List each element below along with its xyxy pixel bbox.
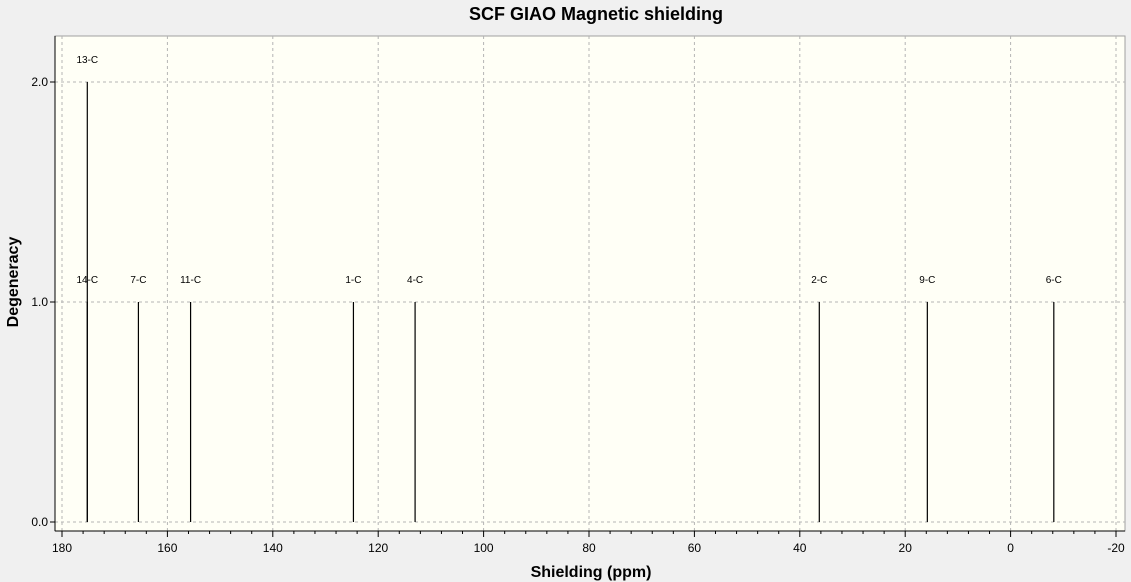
plot-area [54, 35, 1126, 532]
axes: 180 160 140 120 100 80 60 40 20 0 -20 0.0 1.0 2.0 [31, 36, 1125, 555]
peak-label: 2-C [811, 275, 827, 286]
peak-label: 6-C [1046, 275, 1062, 286]
peak-label: 1-C [345, 275, 361, 286]
y-tick-label: 0.0 [31, 515, 48, 529]
y-tick-label: 1.0 [31, 295, 48, 309]
x-tick-label: 80 [582, 541, 596, 555]
x-tick-label: 140 [263, 541, 283, 555]
x-tick-label: 20 [899, 541, 913, 555]
x-tick-label: 0 [1007, 541, 1014, 555]
x-axis-label: Shielding (ppm) [531, 564, 652, 581]
peak-label: 13-C [76, 55, 98, 66]
x-tick-label: 60 [688, 541, 702, 555]
peak-label: 4-C [407, 275, 423, 286]
y-tick-label: 2.0 [31, 75, 48, 89]
grid-lines [55, 36, 1125, 531]
peak-label: 7-C [130, 275, 146, 286]
peak-label: 11-C [180, 275, 201, 286]
x-tick-label: -20 [1107, 541, 1125, 555]
peaks: 13-C 14-C 7-C 11-C 1-C 4-C 2-C 9-C 6-C [76, 55, 1062, 522]
x-tick-label: 160 [157, 541, 177, 555]
peak-label: 14-C [76, 275, 98, 286]
x-tick-label: 40 [793, 541, 807, 555]
y-axis-label: Degeneracy [5, 237, 22, 328]
chart-title: SCF GIAO Magnetic shielding [469, 4, 723, 24]
x-tick-label: 180 [52, 541, 72, 555]
peak-label: 9-C [919, 275, 935, 286]
x-tick-label: 120 [368, 541, 388, 555]
x-tick-label: 100 [474, 541, 494, 555]
